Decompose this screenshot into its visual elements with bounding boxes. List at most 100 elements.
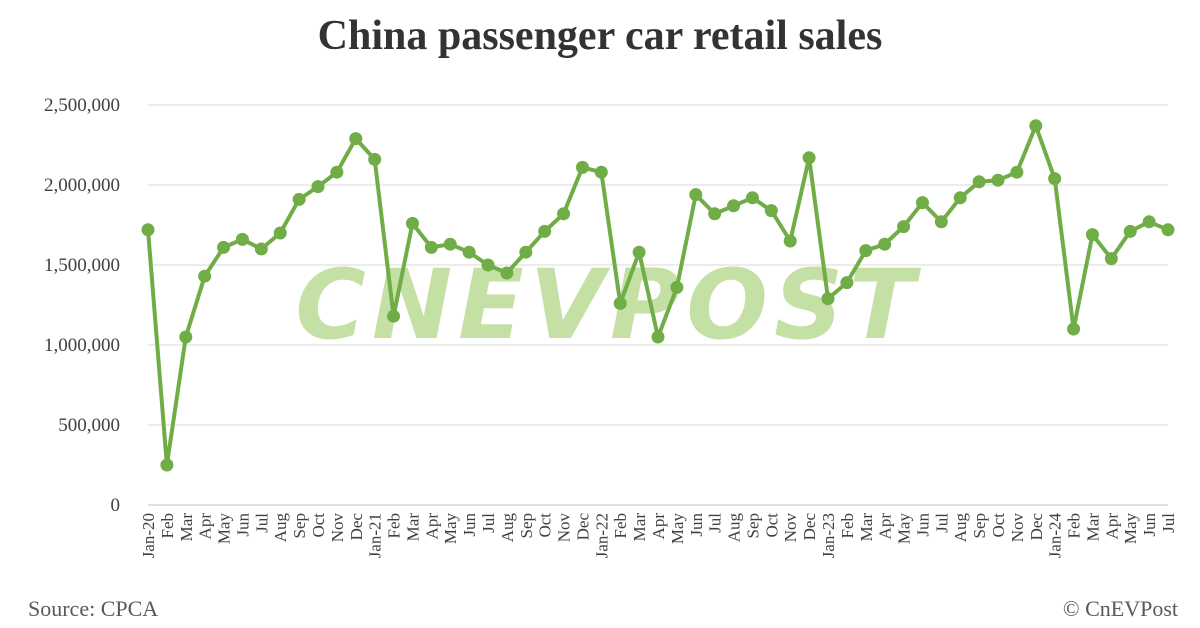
x-tick-label: Jan-22 bbox=[592, 513, 611, 558]
data-point bbox=[934, 215, 948, 229]
x-tick-label: Nov bbox=[781, 513, 800, 543]
x-tick-label: Oct bbox=[536, 513, 555, 538]
data-point bbox=[1123, 224, 1137, 238]
data-point bbox=[330, 165, 344, 179]
data-point bbox=[1161, 223, 1175, 237]
x-tick-label: Dec bbox=[800, 513, 819, 541]
data-point bbox=[443, 237, 457, 251]
y-tick-label: 0 bbox=[111, 495, 121, 516]
x-tick-label: Sep bbox=[970, 513, 989, 539]
data-point bbox=[292, 192, 306, 206]
data-point bbox=[311, 180, 325, 194]
data-point bbox=[424, 240, 438, 254]
x-tick-label: Dec bbox=[573, 513, 592, 541]
watermark-logo: CNEVPOST bbox=[295, 249, 921, 361]
data-point bbox=[1085, 228, 1099, 242]
data-point bbox=[764, 204, 778, 218]
x-tick-label: Jan-21 bbox=[366, 513, 385, 558]
data-point bbox=[1142, 215, 1156, 229]
x-tick-label: Apr bbox=[649, 513, 668, 540]
x-tick-label: Mar bbox=[403, 513, 422, 542]
data-point bbox=[915, 196, 929, 210]
x-tick-label: Apr bbox=[422, 513, 441, 540]
data-point bbox=[141, 223, 155, 237]
data-point bbox=[1029, 119, 1043, 133]
data-point bbox=[387, 309, 401, 323]
x-tick-label: May bbox=[441, 513, 460, 545]
data-point bbox=[254, 242, 268, 256]
data-point bbox=[632, 245, 646, 259]
data-point bbox=[651, 330, 665, 344]
y-axis-ticks: 0 500,000 1,000,000 1,500,000 2,000,000 2,500… bbox=[44, 95, 120, 516]
chart-title: China passenger car retail sales bbox=[317, 13, 883, 59]
y-tick-label: 1,000,000 bbox=[44, 335, 120, 356]
data-point bbox=[670, 280, 684, 294]
data-point bbox=[783, 234, 797, 248]
x-tick-label: Jan-20 bbox=[139, 513, 158, 558]
x-tick-label: Aug bbox=[725, 513, 744, 543]
data-point bbox=[538, 224, 552, 238]
data-point bbox=[821, 292, 835, 306]
x-tick-label: Aug bbox=[951, 513, 970, 543]
x-tick-label: Sep bbox=[517, 513, 536, 539]
x-tick-label: Nov bbox=[555, 513, 574, 543]
x-tick-label: Feb bbox=[611, 513, 630, 539]
data-point bbox=[160, 458, 174, 472]
data-point bbox=[198, 269, 212, 283]
x-tick-label: May bbox=[215, 513, 234, 545]
x-tick-label: Nov bbox=[328, 513, 347, 543]
x-tick-label: Jan-24 bbox=[1046, 513, 1065, 559]
data-point bbox=[594, 165, 608, 179]
data-point bbox=[878, 237, 892, 251]
data-point bbox=[1067, 322, 1081, 336]
y-tick-label: 1,500,000 bbox=[44, 255, 120, 276]
x-tick-label: Apr bbox=[876, 513, 895, 540]
x-tick-label: Jun bbox=[687, 513, 706, 537]
x-tick-label: Apr bbox=[1102, 513, 1121, 540]
x-tick-label: Apr bbox=[196, 513, 215, 540]
x-tick-label: Jun bbox=[1140, 513, 1159, 537]
x-tick-label: Aug bbox=[498, 513, 517, 543]
data-point bbox=[953, 191, 967, 205]
data-point bbox=[519, 245, 533, 259]
y-tick-label: 2,000,000 bbox=[44, 175, 120, 196]
watermark-text: CNEVPOST bbox=[295, 249, 921, 361]
x-tick-label: Sep bbox=[743, 513, 762, 539]
data-point bbox=[235, 232, 249, 246]
data-point bbox=[1048, 172, 1062, 186]
data-point bbox=[897, 220, 911, 234]
x-tick-label: Feb bbox=[158, 513, 177, 539]
x-tick-label: Mar bbox=[630, 513, 649, 542]
x-tick-label: Jul bbox=[932, 513, 951, 533]
data-point bbox=[481, 258, 495, 272]
data-point bbox=[405, 216, 419, 230]
data-point bbox=[273, 226, 287, 240]
x-axis-ticks: Jan-20 Feb Mar Apr May Jun Jul Aug Sep Oct Nov Dec J… bbox=[139, 513, 1178, 559]
x-tick-label: May bbox=[1121, 513, 1140, 545]
x-tick-label: Nov bbox=[1008, 513, 1027, 543]
data-point bbox=[991, 173, 1005, 187]
x-tick-label: Jan-23 bbox=[819, 513, 838, 558]
x-tick-label: Dec bbox=[1027, 513, 1046, 541]
x-tick-label: Jul bbox=[479, 513, 498, 533]
x-tick-label: Feb bbox=[1065, 513, 1084, 539]
x-tick-label: Jul bbox=[1159, 513, 1178, 533]
data-point bbox=[727, 199, 741, 213]
data-point bbox=[972, 175, 986, 189]
x-tick-label: Jun bbox=[233, 513, 252, 537]
x-tick-label: Jul bbox=[706, 513, 725, 533]
x-tick-label: Sep bbox=[290, 513, 309, 539]
x-tick-label: May bbox=[668, 513, 687, 545]
copyright-note: © CnEVPost bbox=[1062, 596, 1178, 621]
data-point bbox=[689, 188, 703, 202]
x-tick-label: Oct bbox=[762, 513, 781, 538]
data-point bbox=[745, 191, 759, 205]
x-tick-label: Jul bbox=[252, 513, 271, 533]
data-point bbox=[349, 132, 363, 146]
x-tick-label: Aug bbox=[271, 513, 290, 543]
data-point bbox=[859, 244, 873, 258]
data-point bbox=[1010, 165, 1024, 179]
data-point bbox=[217, 240, 231, 254]
x-tick-label: Mar bbox=[1083, 513, 1102, 542]
